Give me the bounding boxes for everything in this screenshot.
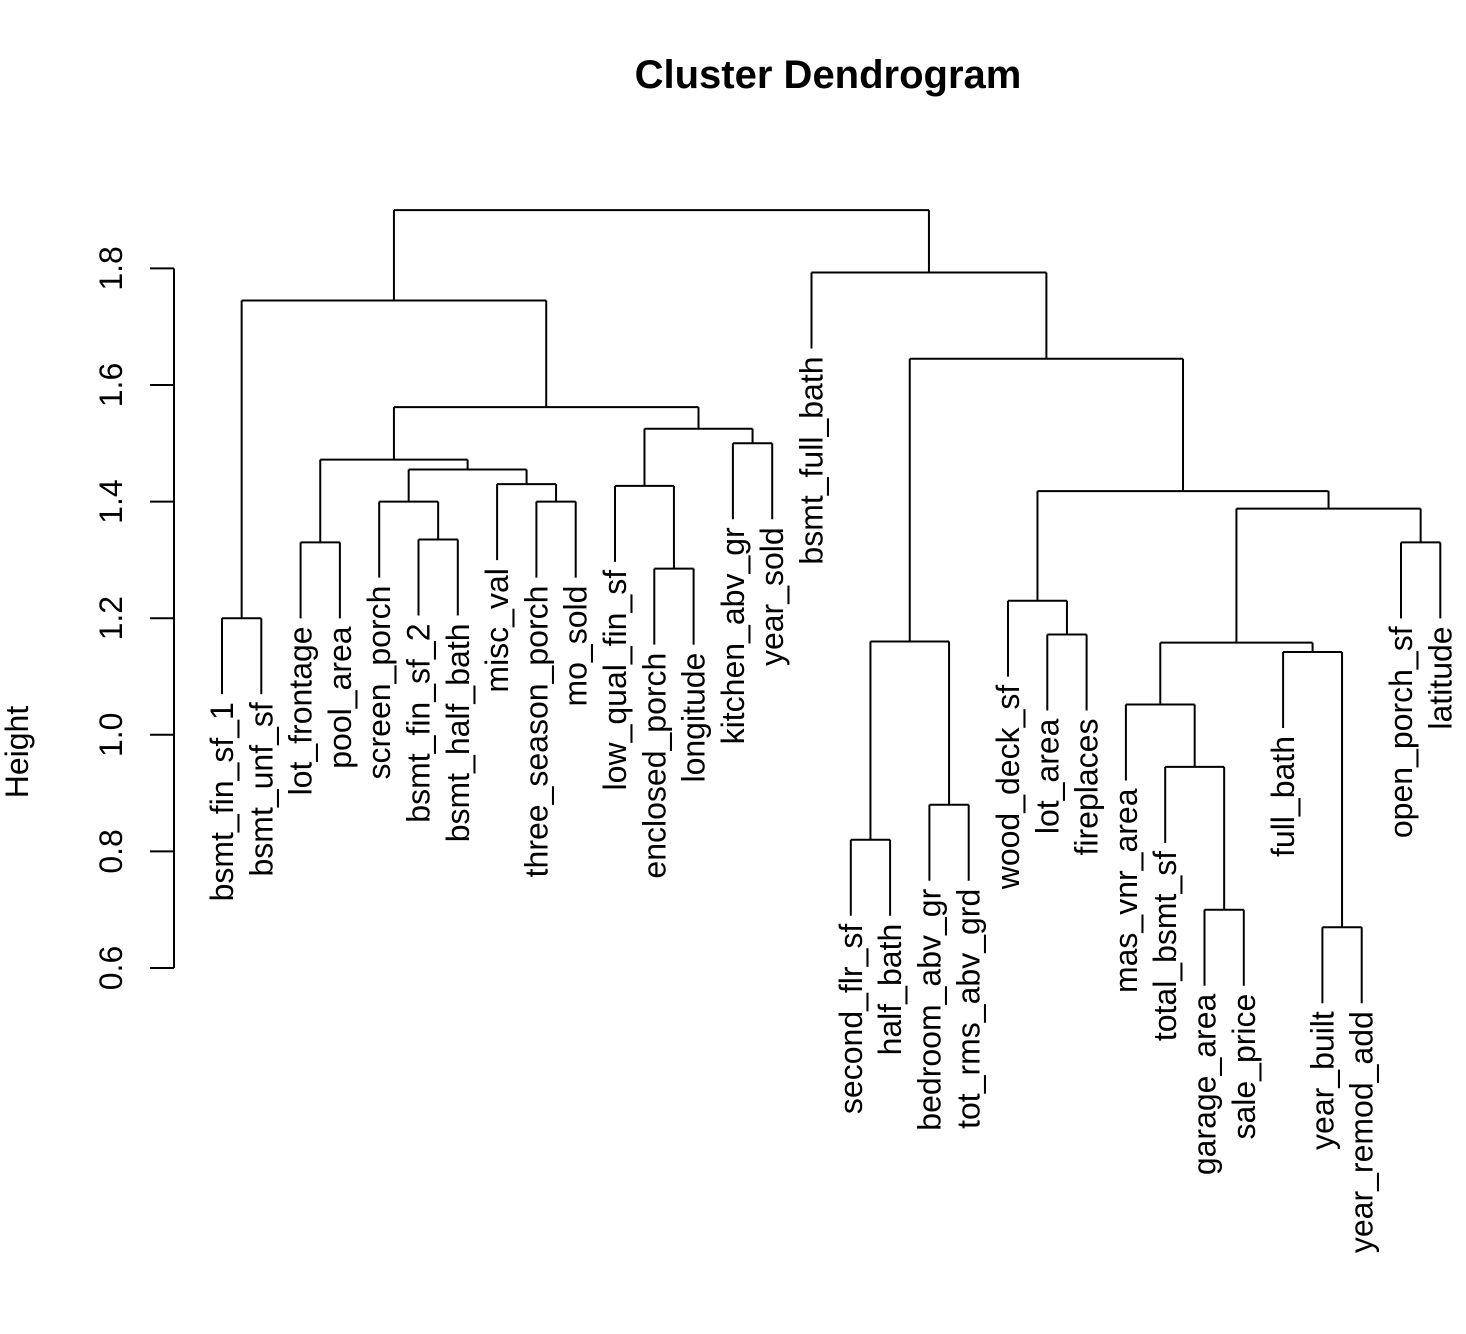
leaf-label-bedroom-abv-gr: bedroom_abv_gr bbox=[911, 888, 947, 1130]
leaf-label-mo-sold: mo_sold bbox=[558, 586, 594, 707]
leaf-label-pool-area: pool_area bbox=[322, 626, 358, 769]
leaf-label-sale-price: sale_price bbox=[1226, 994, 1262, 1140]
leaf-label-misc-val: misc_val bbox=[479, 568, 515, 692]
y-tick-label-6: 1.8 bbox=[93, 246, 129, 290]
y-tick-label-1: 0.8 bbox=[93, 829, 129, 873]
y-axis-label: Height bbox=[0, 706, 35, 799]
leaf-label-bsmt-fin-sf-1: bsmt_fin_sf_1 bbox=[204, 702, 240, 901]
leaf-label-full-bath: full_bath bbox=[1265, 736, 1301, 857]
leaf-label-open-porch-sf: open_porch_sf bbox=[1383, 626, 1419, 838]
leaf-label-tot-rms-abv-grd: tot_rms_abv_grd bbox=[951, 889, 987, 1129]
leaf-label-lot-area: lot_area bbox=[1029, 718, 1065, 834]
leaf-labels: bsmt_fin_sf_1 bsmt_unf_sf lot_frontage pool… bbox=[204, 356, 1458, 1253]
leaf-label-low-qual-fin-sf: low_qual_fin_sf bbox=[597, 570, 633, 791]
leaf-label-half-bath: half_bath bbox=[872, 924, 908, 1056]
leaf-label-bsmt-half-bath: bsmt_half_bath bbox=[440, 623, 476, 842]
leaf-label-three-season-porch: three_season_porch bbox=[518, 586, 554, 878]
leaf-label-total-bsmt-sf: total_bsmt_sf bbox=[1147, 851, 1183, 1041]
y-tick-label-0: 0.6 bbox=[93, 946, 129, 990]
leaf-label-second-flr-sf: second_flr_sf bbox=[833, 924, 869, 1114]
dendrogram-branches bbox=[221, 209, 1442, 1004]
leaf-label-mas-vnr-area: mas_vnr_area bbox=[1108, 788, 1144, 993]
y-tick-label-3: 1.2 bbox=[93, 596, 129, 640]
leaf-label-lot-frontage: lot_frontage bbox=[283, 626, 319, 795]
leaf-label-year-built: year_built bbox=[1304, 1011, 1340, 1150]
y-tick-label-5: 1.6 bbox=[93, 363, 129, 407]
leaf-label-year-remod-add: year_remod_add bbox=[1344, 1011, 1380, 1253]
leaf-label-bsmt-unf-sf: bsmt_unf_sf bbox=[243, 702, 279, 876]
leaf-label-latitude: latitude bbox=[1422, 626, 1458, 729]
leaf-label-bsmt-full-bath: bsmt_full_bath bbox=[794, 356, 830, 564]
leaf-label-bsmt-fin-sf-2: bsmt_fin_sf_2 bbox=[401, 623, 437, 822]
y-axis: 0.6 0.8 1.0 1.2 1.4 1.6 1.8 bbox=[93, 246, 175, 990]
chart-title: Cluster Dendrogram bbox=[635, 53, 1022, 97]
leaf-label-garage-area: garage_area bbox=[1187, 993, 1223, 1175]
leaf-label-enclosed-porch: enclosed_porch bbox=[636, 653, 672, 879]
y-tick-label-2: 1.0 bbox=[93, 713, 129, 757]
y-tick-label-4: 1.4 bbox=[93, 479, 129, 523]
leaf-label-fireplaces: fireplaces bbox=[1069, 719, 1105, 856]
leaf-label-kitchen-abv-gr: kitchen_abv_gr bbox=[715, 527, 751, 744]
leaf-label-wood-deck-sf: wood_deck_sf bbox=[990, 685, 1026, 891]
leaf-label-longitude: longitude bbox=[676, 653, 712, 783]
leaf-label-year-sold: year_sold bbox=[754, 527, 790, 666]
leaf-label-screen-porch: screen_porch bbox=[361, 586, 397, 780]
